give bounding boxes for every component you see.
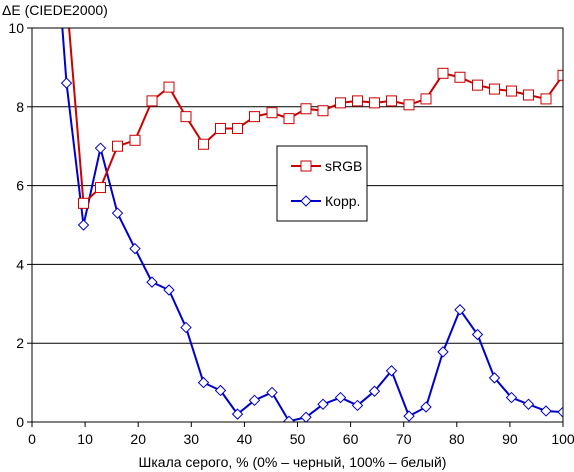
data-point-corr xyxy=(488,372,501,384)
data-point-corr xyxy=(471,328,484,341)
data-point-srgb xyxy=(505,85,517,97)
data-point-corr xyxy=(317,398,329,410)
data-point-corr xyxy=(231,408,244,420)
data-point-srgb xyxy=(215,122,227,134)
axes: 0 10 20 30 40 50 60 70 80 90 100 0 2 4 6 8 10 xyxy=(8,20,574,447)
data-point-corr xyxy=(214,384,227,397)
data-point-srgb xyxy=(198,138,210,150)
x-tick-label: 10 xyxy=(77,431,93,447)
x-tick-label: 40 xyxy=(237,431,253,447)
y-axis-title: ΔE (CIEDE2000) xyxy=(2,2,108,18)
data-point-corr xyxy=(300,411,312,422)
x-tick-label: 90 xyxy=(502,431,518,447)
data-point-srgb xyxy=(454,71,466,83)
data-point-corr xyxy=(385,365,398,377)
data-point-srgb xyxy=(111,140,123,152)
data-point-corr xyxy=(77,219,90,231)
data-point-srgb xyxy=(266,107,278,119)
legend-label-srgb: sRGB xyxy=(325,158,362,174)
data-point-corr xyxy=(146,276,158,288)
data-point-srgb xyxy=(283,113,295,125)
legend: sRGB Корр. xyxy=(276,145,368,222)
data-point-corr xyxy=(522,398,535,410)
x-tick-label: 0 xyxy=(28,431,36,447)
series-srgb xyxy=(68,28,563,209)
data-point-srgb xyxy=(489,83,501,95)
x-tick-label: 30 xyxy=(184,431,200,447)
data-point-corr xyxy=(403,410,415,422)
data-point-srgb xyxy=(94,182,106,194)
data-point-corr xyxy=(557,406,563,418)
data-point-corr xyxy=(334,391,347,404)
series-corr xyxy=(60,28,563,422)
data-point-corr xyxy=(180,321,192,334)
y-tick-label: 4 xyxy=(16,256,24,272)
data-point-corr xyxy=(94,142,107,154)
data-point-srgb xyxy=(420,93,432,105)
data-point-srgb xyxy=(385,95,397,107)
data-point-corr xyxy=(437,346,449,358)
data-point-corr xyxy=(351,399,364,412)
data-point-srgb xyxy=(317,105,329,117)
data-point-srgb xyxy=(403,99,415,111)
data-point-srgb xyxy=(368,97,380,109)
x-tick-label: 100 xyxy=(551,431,574,447)
legend-marker-corr xyxy=(300,195,312,207)
data-point-corr xyxy=(505,391,518,404)
data-point-srgb xyxy=(180,111,192,123)
data-point-corr xyxy=(454,304,466,316)
data-point-srgb xyxy=(557,69,563,81)
series-layer xyxy=(60,28,563,422)
data-point-corr xyxy=(283,415,295,422)
x-tick-label: 80 xyxy=(449,431,465,447)
data-point-corr xyxy=(197,376,210,389)
x-axis-title: Шкала серого, % (0% – черный, 100% – бел… xyxy=(139,454,447,470)
y-tick-label: 2 xyxy=(16,335,24,351)
data-point-srgb xyxy=(352,95,364,107)
data-point-srgb xyxy=(78,197,90,209)
data-point-corr xyxy=(266,386,278,399)
legend-box xyxy=(276,145,368,222)
y-tick-label: 0 xyxy=(16,414,24,430)
data-point-srgb xyxy=(248,111,260,123)
data-point-corr xyxy=(163,284,175,296)
data-point-corr xyxy=(368,385,381,397)
x-tick-label: 20 xyxy=(130,431,146,447)
data-point-srgb xyxy=(472,79,484,91)
x-tick-label: 60 xyxy=(343,431,359,447)
data-point-corr xyxy=(60,77,73,89)
data-point-srgb xyxy=(437,67,449,79)
legend-label-corr: Корр. xyxy=(325,193,360,209)
data-point-corr xyxy=(248,394,261,407)
y-tick-label: 8 xyxy=(16,99,24,115)
x-tick-label: 70 xyxy=(396,431,412,447)
y-tick-label: 10 xyxy=(8,20,24,36)
data-point-srgb xyxy=(540,93,552,105)
data-point-srgb xyxy=(335,97,347,109)
data-point-corr xyxy=(540,405,552,417)
data-point-srgb xyxy=(146,95,158,107)
y-tick-label: 6 xyxy=(16,178,24,194)
data-point-srgb xyxy=(163,81,175,93)
x-tick-label: 50 xyxy=(290,431,306,447)
data-point-corr xyxy=(129,242,141,255)
data-point-corr xyxy=(420,401,432,413)
data-point-srgb xyxy=(129,134,141,146)
data-point-srgb xyxy=(231,122,243,134)
legend-marker-srgb xyxy=(300,160,312,172)
data-point-srgb xyxy=(522,89,534,101)
data-point-srgb xyxy=(300,103,312,115)
data-point-corr xyxy=(111,207,124,219)
